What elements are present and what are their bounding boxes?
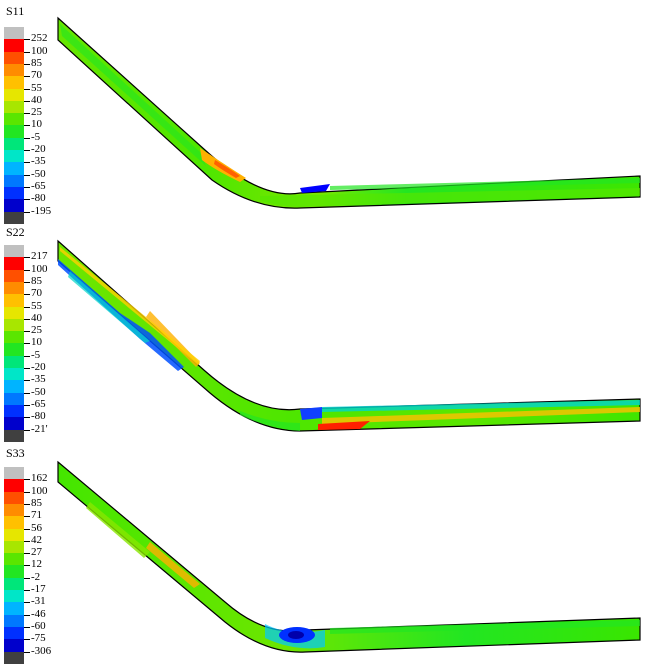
- contour-cold-core-s33: [288, 631, 304, 639]
- pipe-body-s11: [58, 18, 640, 208]
- contour-band-yellow-s22: [60, 247, 200, 365]
- pipe-contour-s22: [0, 221, 645, 439]
- contour-band-green-s11: [60, 24, 206, 166]
- contour-band-orange-s33: [146, 542, 200, 588]
- contour-band-cyan-s22: [68, 271, 150, 343]
- pipe-contour-s11: [0, 0, 645, 218]
- pipe-contour-s33: [0, 442, 645, 660]
- contour-cold-spot-s22: [300, 407, 322, 420]
- contour-band-blue-s22: [58, 259, 184, 371]
- contour-band-lime-s33: [86, 502, 150, 558]
